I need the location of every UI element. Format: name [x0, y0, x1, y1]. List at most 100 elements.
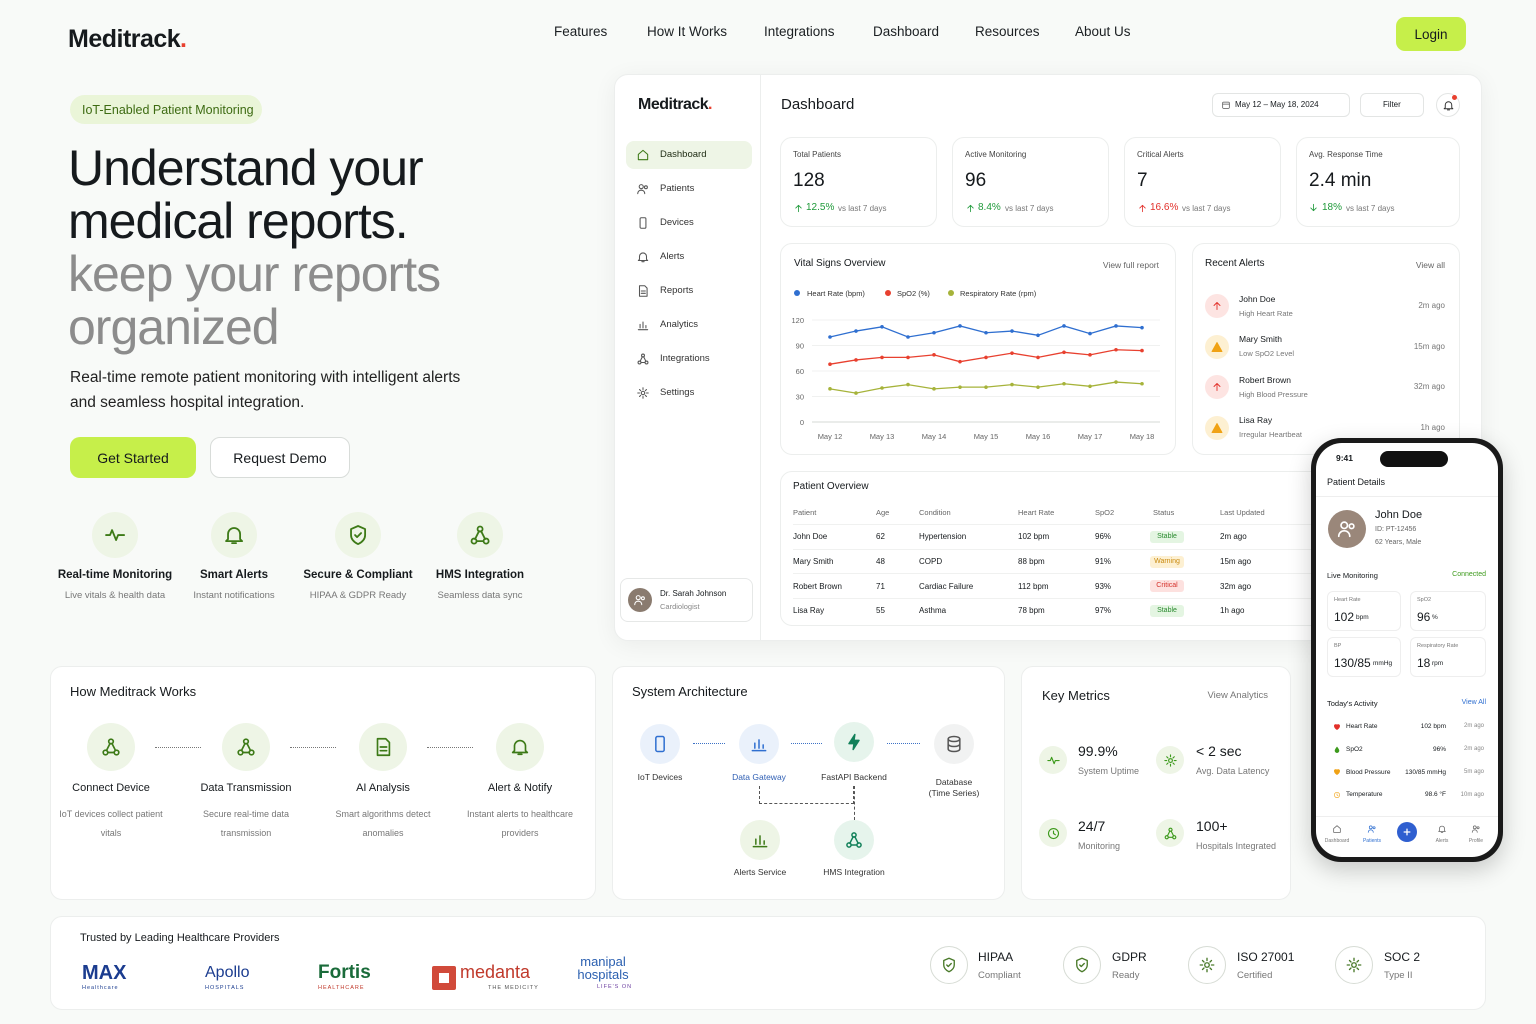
- icon[interactable]: [635, 215, 651, 231]
- patient-info: 62 Years, Male: [1375, 538, 1422, 546]
- icon: [964, 202, 976, 214]
- vital-value: 96: [1417, 609, 1431, 624]
- arch-arrow: [791, 743, 822, 744]
- icon[interactable]: [1332, 824, 1342, 834]
- trust-card: [50, 916, 1486, 1010]
- patient-name: John Doe: [1375, 509, 1423, 522]
- icon[interactable]: [1471, 824, 1481, 834]
- flow-arrow: [427, 747, 473, 748]
- line-point: [906, 382, 910, 387]
- icon-glyph: [511, 739, 529, 754]
- login-button[interactable]: [1396, 17, 1466, 51]
- icon[interactable]: [1367, 824, 1377, 834]
- vitals-chart: 0 30 60 90 120 May 12 May 13 May 14 May 15 May 16…: [791, 316, 1160, 441]
- filter[interactable]: Filter: [1383, 100, 1401, 110]
- phone-notch: [1380, 451, 1448, 467]
- icon-glyph: [752, 835, 768, 848]
- icon-glyph: [1047, 827, 1059, 839]
- menu-item[interactable]: Devices: [660, 217, 694, 229]
- icon[interactable]: [635, 283, 651, 299]
- icon-glyph: [947, 735, 961, 743]
- menu-item[interactable]: Dashboard: [660, 149, 707, 161]
- icon-glyph: [639, 217, 647, 229]
- tab-label[interactable]: Profile: [1468, 838, 1484, 844]
- arch-node-label: HMS Integration: [823, 866, 885, 877]
- feature-title: Real-time Monitoring: [57, 569, 173, 582]
- stat-value: 7: [1137, 169, 1148, 191]
- arch-card: [612, 666, 1005, 900]
- stat-card: [1296, 137, 1460, 227]
- table-cell: John Doe: [793, 532, 828, 542]
- icon-glyph: [1367, 829, 1374, 833]
- menu-item[interactable]: Settings: [660, 387, 695, 399]
- icon-glyph: [354, 532, 362, 538]
- table-cell: Hypertension: [919, 532, 967, 542]
- icon[interactable]: [1437, 824, 1447, 834]
- secondary-button[interactable]: [210, 437, 350, 478]
- primary-button[interactable]: [70, 437, 196, 478]
- nav-link[interactable]: About Us: [1075, 23, 1131, 39]
- icon-glyph: [1333, 825, 1341, 833]
- menu-item[interactable]: Reports: [660, 285, 694, 297]
- alert-name: Lisa Ray: [1239, 415, 1273, 426]
- user-name: Dr. Sarah Johnson: [660, 589, 727, 599]
- y-tick-label: 60: [796, 367, 804, 376]
- chart-link[interactable]: View full report: [1102, 259, 1159, 270]
- add-button[interactable]: [1397, 822, 1417, 842]
- icon-glyph: [637, 387, 649, 399]
- tab-label[interactable]: Patients: [1362, 838, 1382, 844]
- primary-button-label[interactable]: Get Started: [97, 449, 169, 466]
- icon-glyph: [1403, 828, 1411, 836]
- nav-link[interactable]: Dashboard: [873, 23, 940, 39]
- icon[interactable]: [635, 181, 651, 197]
- alert-time: 15m ago: [1413, 341, 1445, 351]
- feature-text: Seamless data sync: [437, 590, 523, 602]
- nav-link[interactable]: Features: [554, 23, 608, 39]
- table-cell: 1h ago: [1220, 606, 1245, 616]
- alert-issue: Irregular Heartbeat: [1239, 430, 1302, 439]
- nav-link[interactable]: Integrations: [764, 23, 835, 39]
- stat-value: 2.4 min: [1309, 169, 1372, 191]
- icon[interactable]: [635, 317, 651, 333]
- x-tick-label: May 18: [1130, 432, 1155, 441]
- table-header: Age: [876, 507, 890, 517]
- tab-label[interactable]: Dashboard: [1324, 838, 1350, 844]
- menu-item[interactable]: Integrations: [660, 353, 710, 365]
- y-tick-label: 30: [796, 393, 804, 402]
- icon[interactable]: [635, 385, 651, 401]
- alerts-link[interactable]: View all: [1415, 259, 1445, 270]
- tab-label[interactable]: Alerts: [1435, 838, 1449, 844]
- stat-change: 18%: [1322, 202, 1343, 213]
- menu-item[interactable]: Alerts: [660, 251, 685, 263]
- arch-arrow: [887, 743, 920, 744]
- activity-link[interactable]: View All: [1461, 698, 1486, 706]
- icon[interactable]: [635, 351, 651, 367]
- icon-glyph: [639, 217, 647, 229]
- line-point: [1140, 325, 1144, 330]
- line-point: [1062, 350, 1066, 355]
- secondary-button-label[interactable]: Request Demo: [233, 449, 327, 466]
- icon[interactable]: [635, 249, 651, 265]
- line-point: [932, 387, 936, 391]
- icon-glyph: [1213, 383, 1221, 391]
- step-text: Secure real-time data transmission: [202, 808, 290, 838]
- alert-issue: High Blood Pressure: [1239, 389, 1308, 399]
- menu-item[interactable]: Analytics: [660, 319, 699, 331]
- icon-glyph: [1076, 957, 1088, 973]
- line-point: [984, 385, 988, 389]
- login-label[interactable]: Login: [1414, 26, 1448, 42]
- icon: [1333, 791, 1341, 799]
- menu-item[interactable]: Patients: [660, 183, 695, 195]
- icon: [1156, 746, 1184, 774]
- line-point: [958, 324, 962, 328]
- line-point: [984, 330, 988, 335]
- icon: [211, 512, 257, 558]
- metric-label: System Uptime: [1078, 765, 1140, 776]
- nav-link[interactable]: How It Works: [647, 23, 728, 39]
- line-point: [854, 391, 858, 395]
- nav-link[interactable]: Resources: [975, 23, 1040, 39]
- metrics-link[interactable]: View Analytics: [1207, 690, 1268, 702]
- date-range[interactable]: May 12 – May 18, 2024: [1235, 100, 1319, 110]
- icon[interactable]: [635, 147, 651, 163]
- activity-value: 130/85 mmHg: [1405, 768, 1446, 776]
